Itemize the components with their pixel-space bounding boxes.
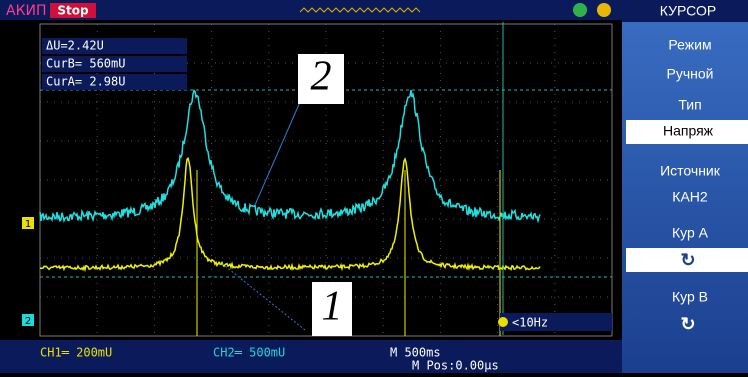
rotate-icon[interactable]: ↻ <box>680 314 695 334</box>
menu-value[interactable]: КАН2 <box>672 189 708 205</box>
ch2-scale: CH2═ 500mU <box>213 346 285 360</box>
menu-value[interactable]: Напряж <box>663 123 714 139</box>
ch-marker-label: 1 <box>25 219 31 230</box>
readout: CurB= 560mU <box>46 57 125 71</box>
menu-label[interactable]: Кур A <box>672 225 709 241</box>
trigger: <10Hz <box>512 316 548 330</box>
timebase: M 500ms <box>390 346 441 360</box>
ch-marker-label: 2 <box>25 316 31 327</box>
icon <box>597 3 611 17</box>
annotation: 2 <box>311 54 332 100</box>
rotate-icon[interactable]: ↻ <box>680 250 695 270</box>
readout: ΔU=2.42U <box>46 39 104 53</box>
status: Stop <box>57 4 89 18</box>
menu-label[interactable]: Источник <box>660 163 721 179</box>
menu-label[interactable]: Режим <box>668 37 711 53</box>
ch1-scale: CH1═ 200mU <box>40 346 112 360</box>
menu-title: КУРСОР <box>660 3 716 19</box>
annotation: 1 <box>322 284 343 330</box>
trigger-icon <box>498 317 508 327</box>
time-position: M Pos:0.00µs <box>412 359 499 373</box>
menu-label[interactable]: Тип <box>678 97 701 113</box>
readout: CurA= 2.98U <box>46 75 125 89</box>
menu-value[interactable]: Ручной <box>667 66 714 82</box>
oscilloscope-screen: АКИП Stop КУРСОР Режим Ручной Тип Напряж… <box>0 0 748 373</box>
brand: АКИП <box>6 3 47 19</box>
menu-label[interactable]: Кур B <box>672 289 708 305</box>
icon <box>573 3 587 17</box>
